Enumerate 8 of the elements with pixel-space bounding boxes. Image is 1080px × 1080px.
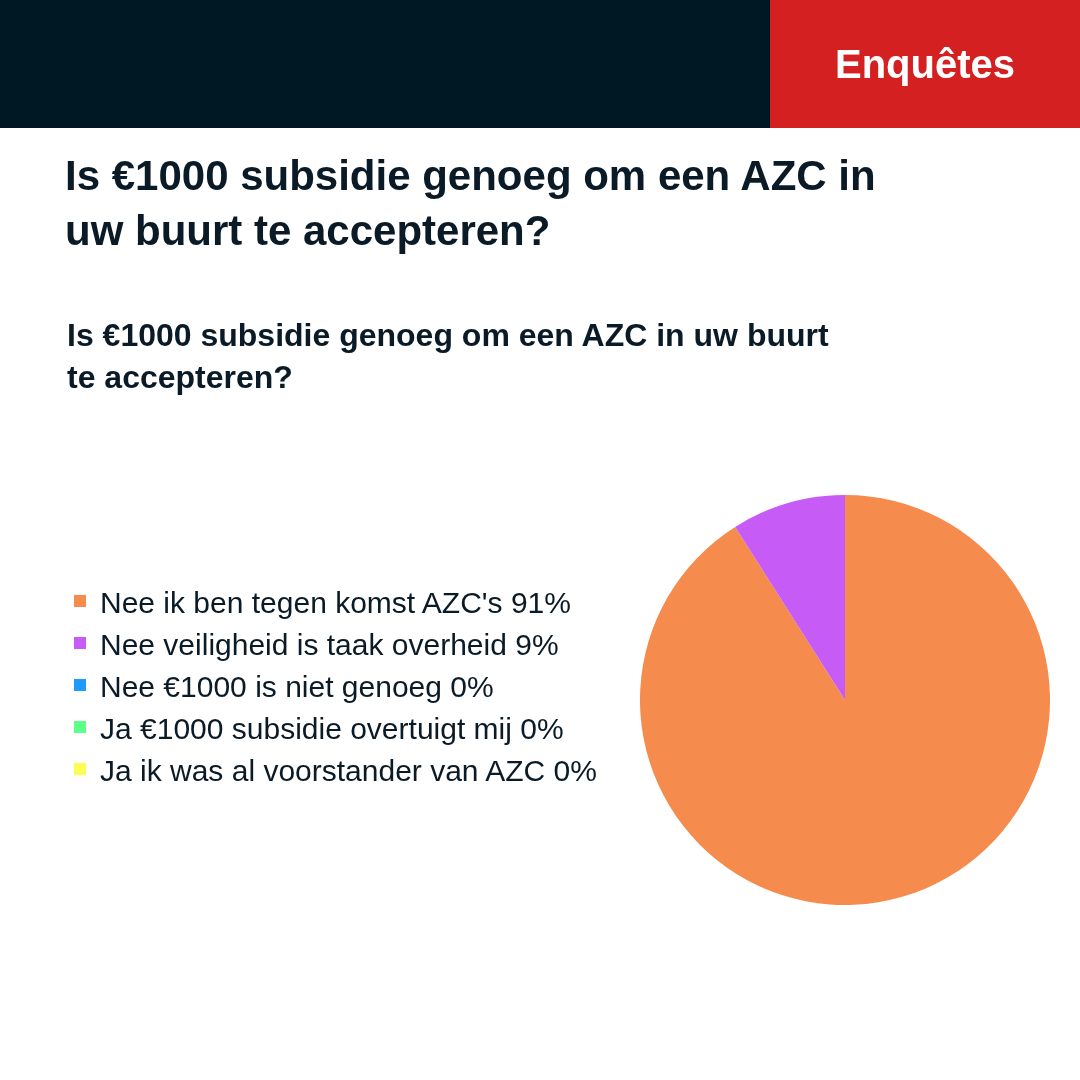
chart-title: Is €1000 subsidie genoeg om een AZC in uw buurt te accepteren?	[65, 152, 876, 254]
legend-label: Ja €1000 subsidie overtuigt mij 0%	[100, 711, 564, 745]
legend-label: Nee veiligheid is taak overheid 9%	[100, 627, 559, 661]
legend-label: Ja ik was al voorstander van AZC 0%	[100, 753, 597, 787]
legend-label: Nee €1000 is niet genoeg 0%	[100, 669, 494, 703]
legend-label: Nee ik ben tegen komst AZC's 91%	[100, 585, 571, 619]
chart-subtitle: Is €1000 subsidie genoeg om een AZC in uw buurt te accepteren?	[67, 317, 829, 395]
text: Enquêtes	[835, 42, 1016, 86]
